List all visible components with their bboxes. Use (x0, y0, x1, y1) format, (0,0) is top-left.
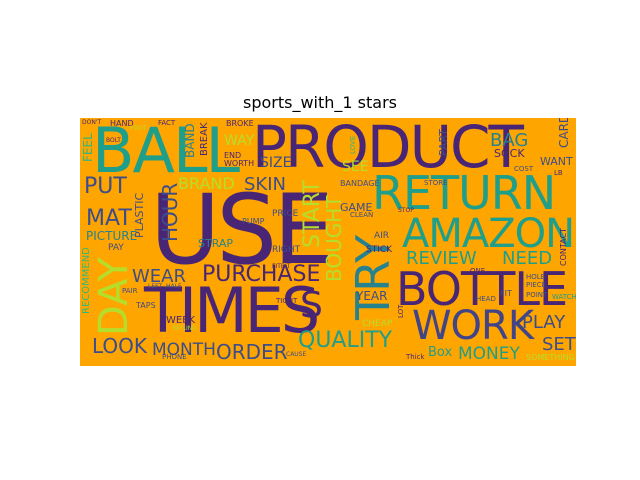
word: POINT (526, 291, 548, 299)
word: HEAD (476, 295, 496, 303)
word: WAY (224, 133, 255, 149)
word: HALF (166, 283, 182, 290)
word: AMAZON (402, 211, 575, 257)
word: STICK (366, 245, 393, 255)
word: BAND (183, 123, 197, 158)
word: CLEAN (350, 211, 374, 219)
word: PLASTIC (133, 192, 146, 238)
word: BOLT (106, 137, 121, 144)
word: STRAP (198, 237, 234, 250)
word: BAG (490, 130, 529, 151)
word: FITBIT (272, 263, 291, 270)
word: TIMES (144, 274, 320, 347)
word: RECOMMEND (81, 247, 92, 314)
word: SKIN (244, 174, 287, 195)
word: LOVE (349, 135, 357, 154)
word: BOTTLE (396, 262, 568, 316)
word: MONTH (152, 340, 216, 360)
word: BREAK (199, 122, 210, 156)
word: BANDAGE (340, 179, 380, 188)
word: CAUSE (286, 351, 307, 358)
word: BROKE (226, 119, 254, 128)
word: NEED (502, 248, 553, 269)
word: REFUND (172, 325, 197, 332)
word: LOT (397, 304, 405, 318)
word: PAIR (122, 287, 138, 295)
word: FACT (158, 119, 176, 127)
word: SOCK (494, 147, 525, 160)
word: FOOT (130, 125, 147, 132)
word: AIR (374, 231, 390, 241)
word: PRICE (272, 209, 299, 219)
word: ONE (470, 267, 486, 275)
word: Box (428, 345, 453, 360)
word: HOLE (526, 273, 546, 281)
word: RETURN (372, 166, 556, 220)
word: PIECE (526, 281, 547, 289)
word: PUT (84, 174, 127, 199)
word: SOMETHING (526, 353, 575, 362)
word: MONEY (458, 344, 520, 364)
word: PLAY (522, 312, 566, 333)
word: WEEK (166, 315, 196, 326)
word: WANT (540, 155, 573, 168)
word: BRAND (178, 174, 235, 193)
chart-title: sports_with_1 stars (242, 93, 397, 112)
word: SET (542, 334, 576, 355)
word: RIGHT (272, 245, 301, 255)
word: START (300, 180, 325, 248)
word: HOUR (158, 182, 182, 242)
word: PHONE (162, 353, 187, 361)
word: BALL (92, 118, 240, 187)
word: LB (554, 169, 563, 177)
word: FEEL (81, 133, 95, 162)
word: QUALITY (298, 328, 393, 353)
word-cloud: USE PRODUCT BALL TIMES RETURN AMAZON BOT… (80, 118, 576, 366)
word: FIT (500, 289, 512, 298)
word: WEAR (132, 266, 186, 287)
word: CHEAP (362, 319, 393, 329)
word: PART (437, 128, 450, 156)
word: PICTURE (86, 229, 138, 243)
word: CARD (557, 118, 571, 148)
word: CONTACT (559, 228, 568, 266)
word: WATCH (552, 293, 576, 301)
word: SEE (342, 159, 369, 175)
word: LOOK (92, 334, 148, 358)
word: WORK (412, 303, 534, 349)
word: DAY (91, 257, 137, 336)
word: YEAR (356, 289, 388, 303)
word: STOP (398, 207, 414, 214)
word: MAT (86, 206, 132, 231)
word: TIGHT (276, 297, 298, 305)
word: LEFT (148, 283, 163, 290)
word: PRODUCT (252, 118, 524, 181)
word: TAPS (136, 301, 156, 310)
word: PUMP (242, 217, 265, 226)
word: PURCHASE (202, 262, 321, 287)
word: GAME (340, 201, 373, 214)
word: S (300, 285, 323, 326)
word: COST (514, 165, 534, 173)
word: REVIEW (406, 248, 477, 269)
word: PAY (108, 243, 124, 253)
word: END (224, 151, 242, 160)
word: DON'T (82, 119, 102, 126)
word: Thick (406, 353, 425, 361)
word: STORE (424, 179, 448, 187)
word: WORTH (224, 159, 255, 168)
word: HAND (110, 119, 134, 128)
word: ORDER (216, 340, 288, 364)
word: SIZE (260, 155, 292, 171)
word: USE (150, 174, 334, 286)
